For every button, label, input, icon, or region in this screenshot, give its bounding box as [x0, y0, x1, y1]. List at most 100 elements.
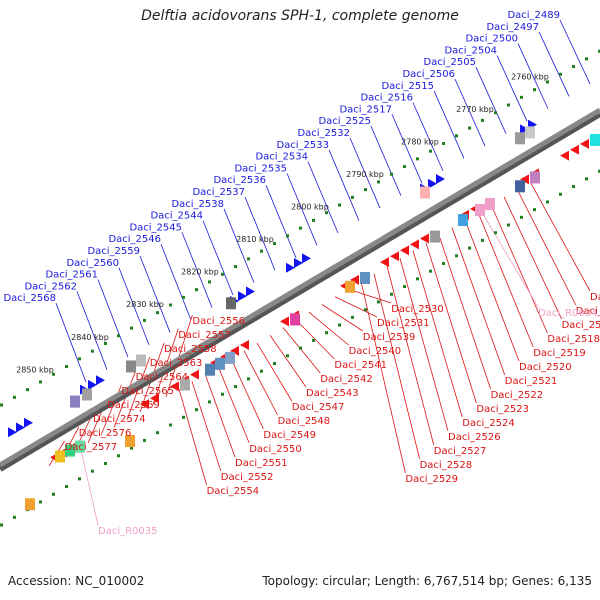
upper-tick: [598, 49, 600, 53]
label-leader: [139, 255, 171, 333]
gene-box: [180, 378, 190, 391]
upper-tick: [91, 349, 94, 353]
forward-gene: [286, 262, 295, 273]
reverse-gene: [520, 174, 529, 185]
gene-label: Daci_2552: [221, 472, 274, 483]
label-leader: [391, 114, 423, 184]
label-leader: [370, 126, 402, 196]
upper-tick: [234, 265, 237, 269]
lower-tick: [234, 385, 237, 389]
forward-gene: [520, 124, 529, 135]
label-leader-lines: [48, 19, 591, 526]
gene-label: Daci_2539: [363, 332, 416, 343]
upper-tick: [416, 157, 419, 161]
gene-label: Daci_2564: [136, 372, 189, 383]
label-leader: [433, 90, 465, 159]
tick-marks: [0, 49, 600, 527]
gene-label: Daci_2560: [66, 258, 119, 269]
label-leader: [282, 327, 321, 374]
gene-label: Daci_2520: [519, 362, 572, 373]
gene-label: Daci_2504: [444, 45, 497, 56]
lower-tick: [507, 223, 510, 227]
label-leader: [178, 388, 207, 486]
label-leader: [328, 149, 360, 221]
rna-label: Daci_R0034: [538, 308, 598, 319]
gene-label: Daci_2497: [486, 22, 539, 33]
gene-box: [55, 450, 65, 463]
lower-tick: [416, 277, 419, 281]
upper-tick: [468, 126, 471, 130]
reverse-gene: [410, 239, 419, 250]
forward-gene: [8, 427, 17, 438]
forward-gene: [88, 379, 97, 390]
label-leader: [496, 55, 528, 122]
gene-features: [8, 119, 600, 511]
lower-tick: [377, 300, 380, 304]
label-leader: [516, 188, 577, 306]
gene-box: [430, 230, 440, 243]
label-leader: [160, 244, 192, 321]
upper-tick: [286, 234, 289, 238]
reverse-gene: [230, 345, 239, 356]
gene-labels: 2760 kbp 2770 kbp 2780 kbp 2790 kbp 2800 kbp…: [3, 10, 600, 537]
gene-label: Daci_2537: [192, 187, 245, 198]
gene-box: [345, 280, 355, 293]
gene-box: [420, 186, 430, 199]
upper-tick: [507, 103, 510, 107]
forward-gene: [246, 286, 255, 297]
gene-label: Daci_2541: [334, 360, 387, 371]
lower-tick: [312, 338, 315, 342]
gene-label: Daci_2526: [448, 432, 501, 443]
gene-label: Daci_2549: [263, 430, 316, 441]
label-leader: [244, 196, 276, 271]
gene-label: Daci_2565: [121, 386, 174, 397]
lower-tick: [403, 285, 406, 289]
lower-tick: [299, 346, 302, 350]
upper-tick: [104, 341, 107, 345]
label-leader: [399, 258, 449, 432]
label-leader: [307, 161, 339, 234]
label-leader: [538, 31, 570, 97]
gene-box: [525, 126, 535, 139]
gene-label: Daci_2550: [249, 444, 302, 455]
upper-tick: [39, 380, 42, 384]
gene-label: Daci_2522: [491, 390, 544, 401]
lower-tick: [494, 231, 497, 235]
label-leader: [454, 78, 486, 147]
lower-tick: [65, 485, 68, 489]
label-leader: [243, 350, 278, 416]
label-leader: [118, 267, 150, 345]
upper-tick: [130, 326, 133, 330]
gene-label: Daci_2518: [547, 334, 600, 345]
lower-tick: [364, 308, 367, 312]
lower-tick: [221, 392, 224, 396]
label-leader: [451, 227, 506, 376]
label-leader: [286, 173, 318, 246]
gene-box: [590, 133, 600, 146]
gene-label: Daci_2561: [45, 270, 98, 281]
label-leader: [269, 335, 307, 388]
backbone-shadow: [0, 111, 600, 472]
reverse-gene: [580, 138, 589, 149]
upper-tick: [455, 134, 458, 138]
lower-tick: [195, 408, 198, 412]
lower-tick: [455, 254, 458, 258]
label-leader: [191, 381, 222, 472]
gene-label: Daci_2519: [533, 348, 586, 359]
label-leader: [517, 43, 549, 109]
lower-tick: [481, 238, 484, 242]
upper-tick: [117, 334, 120, 338]
label-leader: [412, 102, 444, 172]
label-leader: [55, 303, 87, 383]
label-leader: [217, 365, 250, 444]
forward-gene: [436, 174, 445, 185]
rna-label: Daci_R0035: [98, 526, 158, 537]
label-leader: [503, 196, 562, 320]
label-leader: [425, 242, 477, 404]
lower-tick: [0, 523, 3, 527]
label-leader: [360, 281, 406, 474]
upper-tick: [520, 95, 523, 99]
label-leader: [334, 296, 378, 318]
reverse-gene: [570, 144, 579, 155]
reverse-gene: [390, 251, 399, 262]
